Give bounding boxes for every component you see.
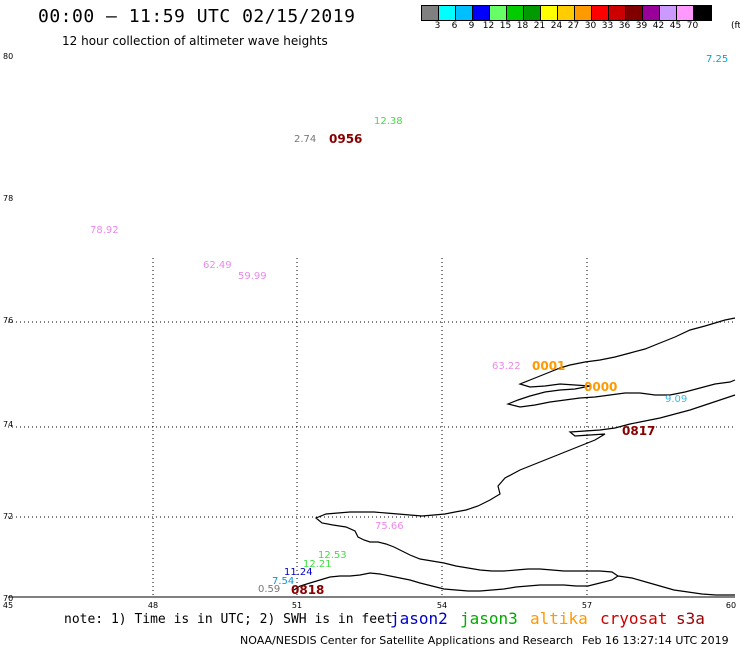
lat-label-70: 70: [3, 594, 14, 603]
color-swatch: [473, 6, 490, 20]
color-swatch: [626, 6, 643, 20]
color-swatch: [541, 6, 558, 20]
color-scale-tick-label: 3: [434, 21, 441, 31]
pass-time-label: 0956: [329, 132, 363, 146]
color-swatch: [439, 6, 456, 20]
lon-label-60: 60: [725, 601, 737, 610]
wave-height-value: 62.49: [203, 260, 232, 271]
color-swatch: [677, 6, 694, 20]
lon-label-45: 45: [2, 601, 14, 610]
wave-height-value: 7.25: [706, 54, 729, 65]
wave-height-value: 9.09: [665, 394, 688, 405]
satellite-legend-jason2: jason2: [390, 609, 448, 628]
color-scale-unit: (ft): [731, 21, 740, 31]
color-scale-tick-label: 70: [686, 21, 699, 31]
color-scale-tick-label: 21: [533, 21, 546, 31]
lon-label-57: 57: [581, 601, 593, 610]
color-scale-tick-label: 42: [652, 21, 665, 31]
pass-time-label: 0817: [622, 424, 656, 438]
lon-label-51: 51: [291, 601, 303, 610]
color-scale-tick-label: 18: [516, 21, 529, 31]
color-swatch: [694, 6, 711, 20]
color-scale-labels: 3 6 9 12 15 18 21 24 27 30 33 36 39 42 45 70: [421, 21, 701, 31]
color-scale-tick-label: 9: [468, 21, 475, 31]
wave-height-value: 2.74: [294, 134, 317, 145]
lat-label-72: 72: [3, 512, 14, 521]
color-scale-tick-label: 30: [584, 21, 597, 31]
color-scale-bar: [421, 5, 712, 21]
satellite-legend-cryosat: cryosat: [600, 609, 668, 628]
footnote: note: 1) Time is in UTC; 2) SWH is in fe…: [64, 612, 393, 627]
wave-height-value: 12.53: [318, 550, 347, 561]
pass-time-label: 0818: [291, 583, 325, 597]
lat-label-78: 78: [3, 194, 14, 203]
color-swatch: [524, 6, 541, 20]
wave-height-value: 78.92: [90, 225, 119, 236]
satellite-legend-altika: altika: [530, 609, 588, 628]
color-swatch: [456, 6, 473, 20]
greenland-coastline: [293, 317, 736, 596]
map-subtitle: 12 hour collection of altimeter wave hei…: [62, 34, 328, 48]
color-swatch: [609, 6, 626, 20]
pass-time-label: 0001: [532, 359, 566, 373]
color-scale-tick-label: 33: [601, 21, 614, 31]
color-swatch: [558, 6, 575, 20]
color-scale-tick-label: 6: [451, 21, 458, 31]
color-swatch: [643, 6, 660, 20]
lat-label-80: 80: [3, 52, 14, 61]
pass-time-label: 0000: [584, 380, 618, 394]
color-scale-tick-label: 27: [567, 21, 580, 31]
lat-label-74: 74: [3, 420, 14, 429]
wave-height-value: 59.99: [238, 271, 267, 282]
wave-height-value: 63.22: [492, 361, 521, 372]
color-scale-tick-label: 36: [618, 21, 631, 31]
color-scale-tick-label: 12: [482, 21, 495, 31]
wave-height-value: 12.38: [374, 116, 403, 127]
color-scale-tick-label: 39: [635, 21, 648, 31]
color-swatch: [490, 6, 507, 20]
wave-height-value: 0.59: [258, 584, 281, 595]
color-swatch: [575, 6, 592, 20]
satellite-legend-s3a: s3a: [676, 609, 705, 628]
wave-height-value: 75.66: [375, 521, 404, 532]
color-swatch: [507, 6, 524, 20]
wave-height-value: 7.54: [272, 576, 295, 587]
graticule: [8, 258, 735, 597]
color-scale-tick-label: 24: [550, 21, 563, 31]
color-scale-tick-label: 15: [499, 21, 512, 31]
color-swatch: [660, 6, 677, 20]
footer-credit: NOAA/NESDIS Center for Satellite Applica…: [240, 634, 574, 647]
wave-height-value: 12.21: [303, 559, 332, 570]
lon-label-48: 48: [147, 601, 159, 610]
wave-height-value: 11.24: [284, 567, 313, 578]
map-title: 00:00 – 11:59 UTC 02/15/2019: [38, 6, 356, 27]
satellite-legend-jason3: jason3: [460, 609, 518, 628]
color-scale-tick-label: 45: [669, 21, 682, 31]
footer-timestamp: Feb 16 13:27:14 UTC 2019: [582, 634, 729, 647]
lat-label-76: 76: [3, 316, 14, 325]
color-swatch: [592, 6, 609, 20]
color-swatch: [422, 6, 439, 20]
lon-label-54: 54: [436, 601, 448, 610]
